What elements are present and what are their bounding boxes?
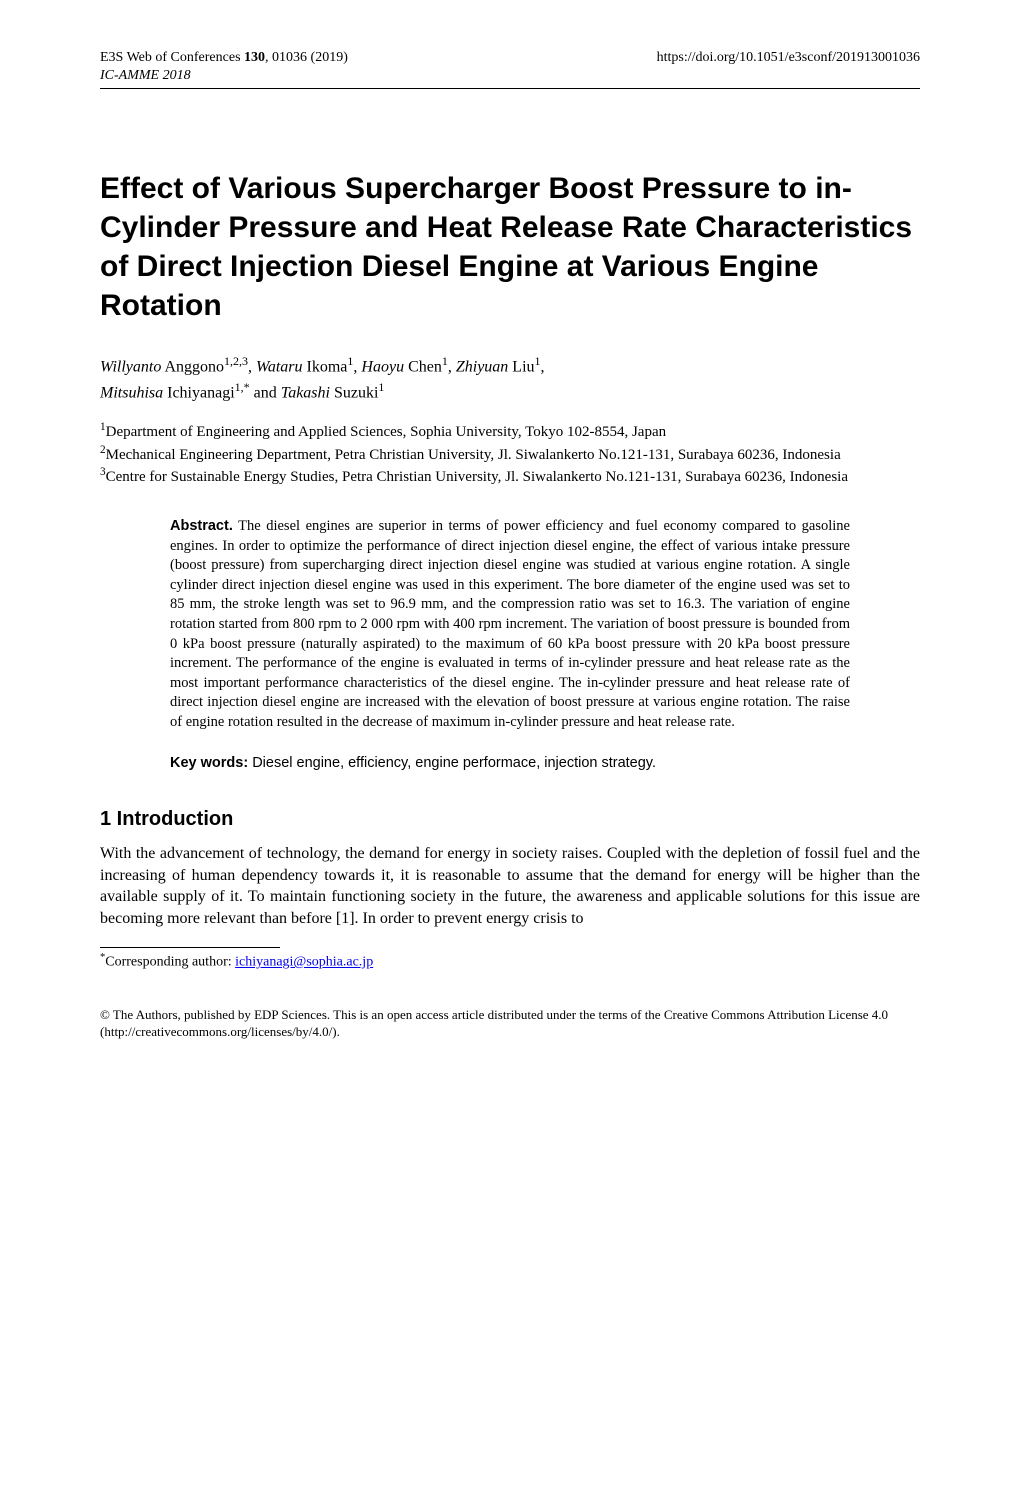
author-firstname: Zhiyuan <box>456 358 508 375</box>
abstract-label: Abstract. <box>170 518 233 534</box>
header-divider <box>100 88 920 89</box>
author-affil-sup: 1,2,3 <box>224 354 248 368</box>
author-firstname: Mitsuhisa <box>100 384 163 401</box>
author-lastname: Liu <box>508 358 534 375</box>
author-lastname: Suzuki <box>330 384 378 401</box>
running-header: E3S Web of Conferences 130, 01036 (2019)… <box>100 50 920 66</box>
author-firstname: Willyanto <box>100 358 161 375</box>
author-firstname: Wataru <box>256 358 303 375</box>
author-firstname: Takashi <box>281 384 330 401</box>
footnote-divider <box>100 947 280 948</box>
paper-title: Effect of Various Supercharger Boost Pre… <box>100 169 920 325</box>
footnote-label: Corresponding author: <box>105 955 235 970</box>
affiliation-text: Mechanical Engineering Department, Petra… <box>106 447 841 463</box>
header-volume: 130 <box>244 50 265 65</box>
affiliation-text: Department of Engineering and Applied Sc… <box>106 424 667 440</box>
keywords-text: Diesel engine, efficiency, engine perfor… <box>248 755 656 771</box>
abstract: Abstract. The diesel engines are superio… <box>170 517 850 732</box>
corresponding-footnote: *Corresponding author: ichiyanagi@sophia… <box>100 952 920 971</box>
affiliation-text: Centre for Sustainable Energy Studies, P… <box>106 469 848 485</box>
header-conference: IC-AMME 2018 <box>100 68 920 84</box>
affiliations: 1Department of Engineering and Applied S… <box>100 420 920 487</box>
header-doi: https://doi.org/10.1051/e3sconf/20191300… <box>657 50 920 66</box>
sep: , <box>248 358 256 375</box>
author-list: Willyanto Anggono1,2,3, Wataru Ikoma 1, H… <box>100 353 920 404</box>
author-affil-sup: 1,* <box>235 380 250 394</box>
author-lastname: Anggono <box>161 358 224 375</box>
keywords: Key words: Diesel engine, efficiency, en… <box>170 754 850 774</box>
keywords-label: Key words: <box>170 755 248 771</box>
section-heading-introduction: 1 Introduction <box>100 808 920 831</box>
sep: , <box>541 358 545 375</box>
and: and <box>250 384 281 401</box>
corresponding-email-link[interactable]: ichiyanagi@sophia.ac.jp <box>235 955 373 970</box>
author-firstname: Haoyu <box>361 358 404 375</box>
author-lastname: Ichiyanagi <box>163 384 235 401</box>
license-text: © The Authors, published by EDP Sciences… <box>100 1007 920 1041</box>
section-body: With the advancement of technology, the … <box>100 843 920 929</box>
header-journal: E3S Web of Conferences 130, 01036 (2019) <box>100 50 348 66</box>
abstract-text: The diesel engines are superior in terms… <box>170 518 850 730</box>
author-lastname: Ikoma <box>303 358 348 375</box>
author-affil-sup: 1 <box>378 380 384 394</box>
sep: , <box>448 358 456 375</box>
author-lastname: Chen <box>404 358 442 375</box>
